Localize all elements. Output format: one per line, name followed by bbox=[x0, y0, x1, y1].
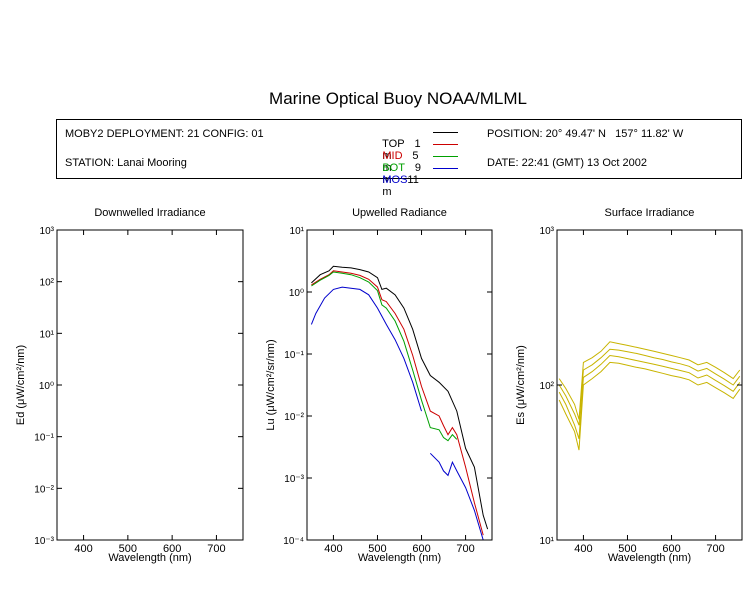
legend-item: MOS11 m bbox=[364, 162, 421, 210]
y-tick-label: 10⁻² bbox=[284, 412, 304, 423]
x-axis-label: Wavelength (nm) bbox=[108, 552, 191, 564]
y-tick-label: 10² bbox=[540, 381, 555, 392]
y-tick-label: 10⁻³ bbox=[284, 474, 304, 485]
x-axis-label: Wavelength (nm) bbox=[358, 552, 441, 564]
series-line-mid bbox=[311, 270, 484, 536]
y-tick-label: 10⁻¹ bbox=[34, 433, 54, 444]
y-tick-label: 10¹ bbox=[40, 329, 55, 340]
legend-unit: m bbox=[382, 186, 392, 198]
x-tick-label: 500 bbox=[119, 543, 137, 555]
station-text: STATION: Lanai Mooring bbox=[65, 157, 187, 169]
series-line-bot bbox=[311, 271, 458, 442]
y-tick-label: 10⁻³ bbox=[34, 536, 54, 547]
x-tick-label: 400 bbox=[74, 543, 92, 555]
y-tick-label: 10³ bbox=[40, 226, 55, 237]
y-tick-label: 10⁻⁴ bbox=[283, 536, 304, 547]
legend-depth: 9 bbox=[414, 162, 421, 174]
x-tick-label: 600 bbox=[662, 543, 680, 555]
legend-name: MOS bbox=[382, 174, 408, 186]
legend-name: MID bbox=[382, 150, 403, 162]
y-tick-label: 10⁰ bbox=[289, 288, 304, 299]
legend-line-mos bbox=[433, 168, 458, 169]
y-tick-label: 10⁻¹ bbox=[284, 350, 304, 361]
y-tick-label: 10⁰ bbox=[39, 381, 54, 392]
x-axis-label: Wavelength (nm) bbox=[608, 552, 691, 564]
y-axis-label: Es (μW/cm²/nm) bbox=[515, 345, 527, 425]
legend-unit: m bbox=[382, 162, 392, 174]
y-axis-label: Lu (μW/cm²/sr/nm) bbox=[265, 339, 277, 430]
legend-line-mid bbox=[433, 144, 458, 145]
legend-unit: m bbox=[382, 150, 392, 162]
y-tick-label: 10⁻² bbox=[34, 484, 54, 495]
plot-frame bbox=[306, 229, 493, 541]
series-line-top bbox=[311, 265, 489, 530]
legend-line-top bbox=[433, 132, 458, 133]
x-tick-label: 600 bbox=[412, 543, 430, 555]
deployment-text: MOBY2 DEPLOYMENT: 21 CONFIG: 01 bbox=[65, 128, 264, 140]
legend-item: BOT 9 m bbox=[364, 150, 421, 198]
plot-frame bbox=[56, 229, 244, 541]
x-tick-label: 400 bbox=[324, 543, 342, 555]
legend-item: TOP 1 m bbox=[364, 126, 421, 174]
chart-title: Surface Irradiance bbox=[605, 207, 695, 219]
legend-name: BOT bbox=[382, 162, 405, 174]
series-line-mos bbox=[429, 452, 484, 540]
y-tick-label: 10³ bbox=[540, 226, 555, 237]
series-line-2 bbox=[558, 348, 741, 426]
position-text: POSITION: 20° 49.47' N 157° 11.82' W bbox=[487, 128, 684, 140]
info-box: MOBY2 DEPLOYMENT: 21 CONFIG: 01 STATION:… bbox=[56, 119, 742, 198]
x-tick-label: 700 bbox=[706, 543, 724, 555]
chart-title: Downwelled Irradiance bbox=[94, 207, 205, 219]
page-title: Marine Optical Buoy NOAA/MLML bbox=[269, 89, 527, 108]
series-line-1 bbox=[558, 341, 741, 420]
x-tick-label: 600 bbox=[163, 543, 181, 555]
legend-name: TOP bbox=[382, 138, 405, 150]
x-tick-label: 400 bbox=[574, 543, 592, 555]
x-tick-label: 700 bbox=[456, 543, 474, 555]
chart-panel-3: Surface Irradiance 400 500 600 700 10¹ 10² 10³ W… bbox=[515, 207, 743, 564]
legend-depth: 11 bbox=[407, 174, 419, 186]
y-axis-label: Ed (μW/cm²/nm) bbox=[15, 345, 27, 425]
legend-line-bot bbox=[433, 156, 458, 157]
x-tick-label: 500 bbox=[368, 543, 386, 555]
chart-panel-1: Downwelled Irradiance 400 500 600 700 10⁻³ 10⁻… bbox=[15, 207, 244, 564]
series-line-mos bbox=[310, 286, 422, 412]
plot-frame bbox=[556, 229, 743, 541]
legend-depth: 1 bbox=[414, 138, 421, 150]
chart-title: Upwelled Radiance bbox=[352, 207, 447, 219]
legend-unit: m bbox=[382, 174, 392, 186]
series-line-3 bbox=[558, 354, 741, 439]
y-tick-label: 10¹ bbox=[290, 226, 305, 237]
legend-depth: 5 bbox=[412, 150, 419, 162]
y-tick-label: 10² bbox=[40, 278, 55, 289]
x-tick-label: 500 bbox=[618, 543, 636, 555]
series-line-4 bbox=[558, 361, 741, 451]
date-text: DATE: 22:41 (GMT) 13 Oct 2002 bbox=[487, 157, 647, 169]
chart-panel-2: Upwelled Radiance 400 500 600 700 10⁻⁴ 10⁻³ 10⁻… bbox=[265, 207, 493, 564]
y-tick-label: 10¹ bbox=[540, 536, 555, 547]
x-tick-label: 700 bbox=[207, 543, 225, 555]
legend-item: MID 5 m bbox=[364, 138, 419, 186]
